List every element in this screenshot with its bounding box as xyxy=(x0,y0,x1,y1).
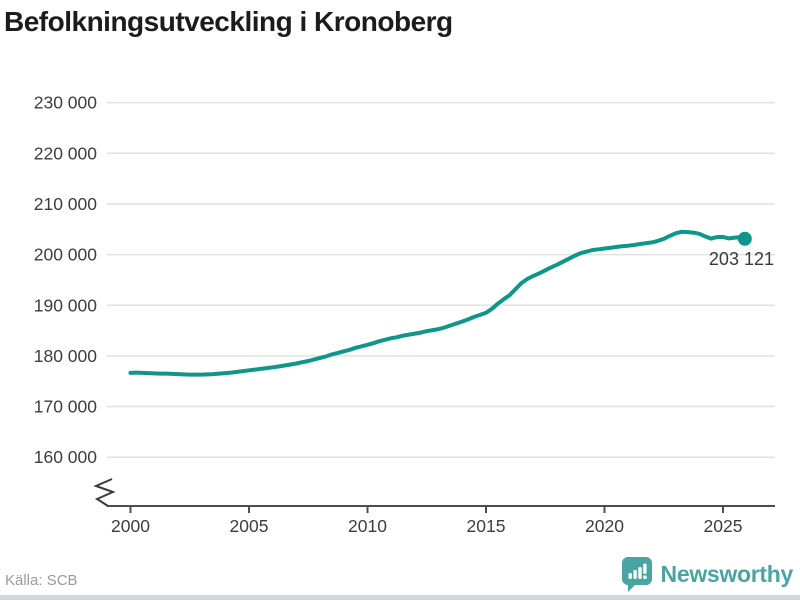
y-axis-tick-label: 180 000 xyxy=(34,346,98,366)
x-axis-tick-label: 2015 xyxy=(467,516,506,536)
y-axis-tick-label: 220 000 xyxy=(34,143,98,163)
y-axis-tick-label: 200 000 xyxy=(34,245,98,265)
y-axis-tick-label: 170 000 xyxy=(34,397,98,417)
x-axis-tick-label: 2000 xyxy=(111,516,150,536)
y-axis-break-icon xyxy=(93,478,116,507)
last-point-dot xyxy=(737,231,752,246)
y-axis-tick-label: 190 000 xyxy=(34,295,98,315)
bar-chart-bubble-icon xyxy=(621,557,652,592)
population-line xyxy=(128,229,747,377)
newsworthy-logo-text: Newsworthy xyxy=(660,561,794,587)
source-label: Källa: SCB xyxy=(5,572,78,589)
x-axis-tick-label: 2020 xyxy=(585,516,624,536)
y-axis-tick-label: 160 000 xyxy=(34,447,98,467)
x-axis-tick-label: 2010 xyxy=(348,516,387,536)
newsworthy-logo[interactable]: Newsworthy xyxy=(621,556,793,593)
population-line-chart: 160 000 170 000 180 000 190 000 200 000 210 0… xyxy=(34,93,775,536)
window-bottom-edge xyxy=(0,595,800,600)
y-axis-tick-label: 230 000 xyxy=(34,93,98,113)
y-axis-tick-label: 210 000 xyxy=(34,194,98,214)
x-axis-tick-label: 2005 xyxy=(230,516,269,536)
last-value-label: 203 121 xyxy=(709,249,774,269)
page-title: Befolkningsutveckling i Kronoberg xyxy=(4,6,453,37)
x-axis-tick-label: 2025 xyxy=(704,516,743,536)
